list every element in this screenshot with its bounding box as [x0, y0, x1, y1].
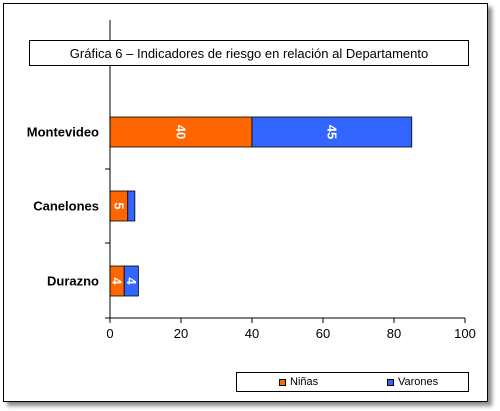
bar-montevideo-ninas	[109, 116, 253, 148]
x-tick-label-20: 20	[174, 326, 188, 341]
chart-title-text: Gráfica 6 – Indicadores de riesgo en rel…	[69, 45, 429, 61]
x-tick-label-80: 80	[387, 326, 401, 341]
legend-item-varones: Varones	[387, 376, 438, 388]
legend-label-varones: Varones	[398, 376, 439, 388]
chart-frame	[3, 3, 488, 402]
bar-canelones-varones	[127, 190, 136, 222]
category-label-durazno: Durazno	[47, 274, 99, 289]
legend-swatch-ninas	[279, 378, 286, 386]
chart-title: Gráfica 6 – Indicadores de riesgo en rel…	[29, 40, 469, 66]
category-label-montevideo: Montevideo	[27, 125, 99, 140]
x-tick-label-0: 0	[106, 326, 113, 341]
data-label-montevideo-ninas: 40	[174, 125, 189, 139]
legend-item-ninas: Niñas	[279, 376, 318, 388]
data-label-montevideo-varones: 45	[324, 125, 339, 139]
x-tick-label-40: 40	[245, 326, 259, 341]
x-tick-label-100: 100	[454, 326, 476, 341]
legend-swatch-varones	[387, 378, 394, 386]
bar-montevideo-varones	[251, 116, 413, 148]
legend-label-ninas: Niñas	[290, 376, 319, 388]
data-label-canelones-ninas: 5	[111, 202, 126, 209]
chart-legend: Niñas Varones	[236, 372, 469, 392]
category-label-canelones: Canelones	[33, 199, 99, 214]
x-tick-label-60: 60	[316, 326, 330, 341]
data-label-durazno-varones: 4	[124, 277, 139, 285]
data-label-durazno-ninas: 4	[110, 277, 125, 285]
bar-durazno-varones	[123, 265, 139, 297]
